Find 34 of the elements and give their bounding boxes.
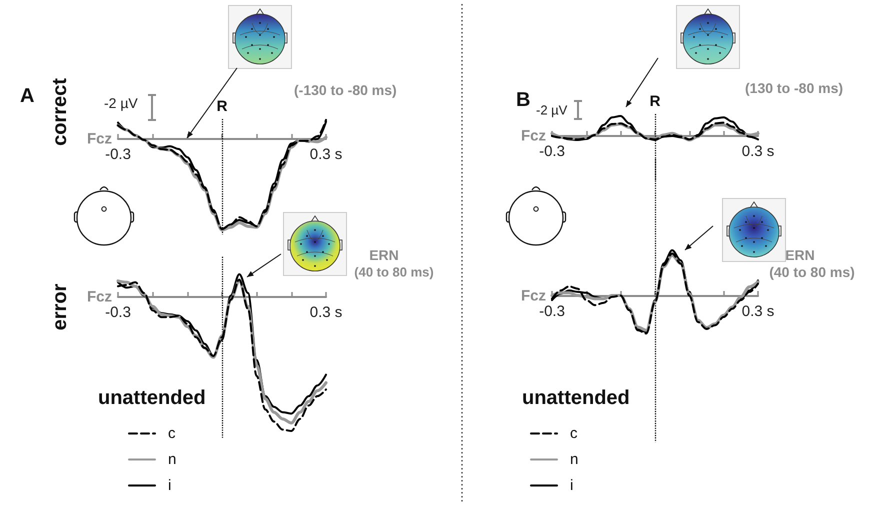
legend-label: c [570, 425, 578, 442]
x-tick-label: -0.3 [105, 146, 131, 163]
x-tick-label: 0.3 s [742, 303, 774, 320]
legend-label: n [570, 451, 578, 468]
text: ERN [369, 247, 399, 263]
ref-line-label: R [650, 93, 661, 110]
text: Fcz [86, 288, 112, 306]
text: -2 µV [104, 95, 138, 111]
x-tick-label: 0.3 s [310, 146, 342, 163]
text: (-130 to -80 ms) [294, 82, 397, 98]
legend-title: unattended [522, 387, 630, 409]
legend-label: i [570, 477, 574, 494]
legend-title: unattended [98, 387, 206, 409]
x-tick-label: 0.3 s [742, 143, 774, 160]
legend-label: i [168, 477, 172, 494]
x-tick-label: -0.3 [539, 143, 565, 160]
text: (40 to 80 ms) [769, 264, 855, 280]
chart-title: B [516, 89, 530, 111]
ref-line-label: R [216, 98, 228, 115]
y-axis-title: correct [49, 78, 71, 146]
legend-label: n [168, 451, 176, 468]
text: Fcz [520, 128, 546, 144]
text: (130 to -80 ms) [745, 80, 844, 96]
chart-title: A [20, 85, 34, 107]
legend-label: c [168, 425, 176, 442]
annotation: -2 µV [536, 102, 568, 118]
x-tick-label: 0.3 s [310, 304, 342, 321]
text: Fcz [520, 288, 546, 304]
x-tick-label: -0.3 [539, 303, 565, 320]
y-axis-title: error [49, 283, 71, 330]
text: ERN [785, 247, 815, 263]
x-tick-label: -0.3 [105, 304, 131, 321]
text: Fcz [86, 130, 112, 148]
text: (40 to 80 ms) [354, 264, 434, 280]
